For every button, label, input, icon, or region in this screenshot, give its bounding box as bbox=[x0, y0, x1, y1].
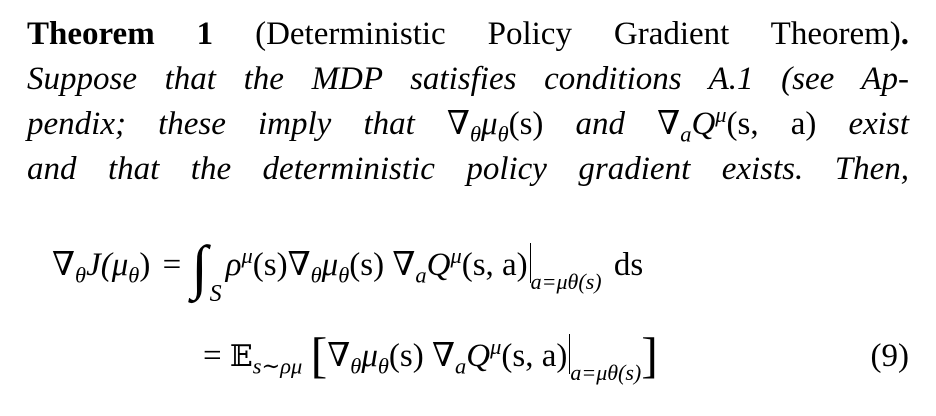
integral-sign: ∫ bbox=[191, 234, 208, 300]
grad-mu-expr: ∇θμθ(s) bbox=[446, 106, 544, 147]
integral-domain: S bbox=[209, 281, 222, 307]
evaluation-subscript: a=μθ(s) bbox=[530, 269, 602, 294]
text: exist bbox=[848, 106, 909, 142]
theorem-label: Theorem 1 bbox=[27, 16, 214, 52]
theorem-heading: Theorem 1 (Deterministic Policy Gradient… bbox=[27, 12, 909, 57]
text: and bbox=[575, 106, 626, 142]
expectation-symbol: 𝔼 bbox=[229, 339, 253, 374]
equation-line-2: = 𝔼s∼ρμ [∇θμθ(s) ∇aQμ(s, a) a=μθ(s)] bbox=[203, 327, 658, 385]
equation-line-1: ∇θJ(μθ) = ∫Sρμ(s)∇θμθ(s) ∇aQμ(s, a) a=μθ(s… bbox=[52, 234, 644, 307]
theorem-title: (Deterministic Policy Gradient Theorem) bbox=[255, 16, 901, 52]
theorem-line-3: pendix; these imply that ∇θμθ(s) and ∇aQ… bbox=[27, 102, 909, 147]
theorem-period: . bbox=[900, 16, 910, 52]
theorem-line-2: Suppose that the MDP satisfies condition… bbox=[27, 61, 909, 97]
equation-line-2-row: = 𝔼s∼ρμ [∇θμθ(s) ∇aQμ(s, a) a=μθ(s)] (9) bbox=[203, 330, 909, 384]
theorem-line-4: and that the deterministic policy gradie… bbox=[27, 151, 909, 187]
text: pendix; these imply that bbox=[27, 106, 415, 142]
grad-q-expr: ∇aQμ(s, a) bbox=[657, 102, 817, 147]
equation-number: (9) bbox=[870, 338, 909, 374]
